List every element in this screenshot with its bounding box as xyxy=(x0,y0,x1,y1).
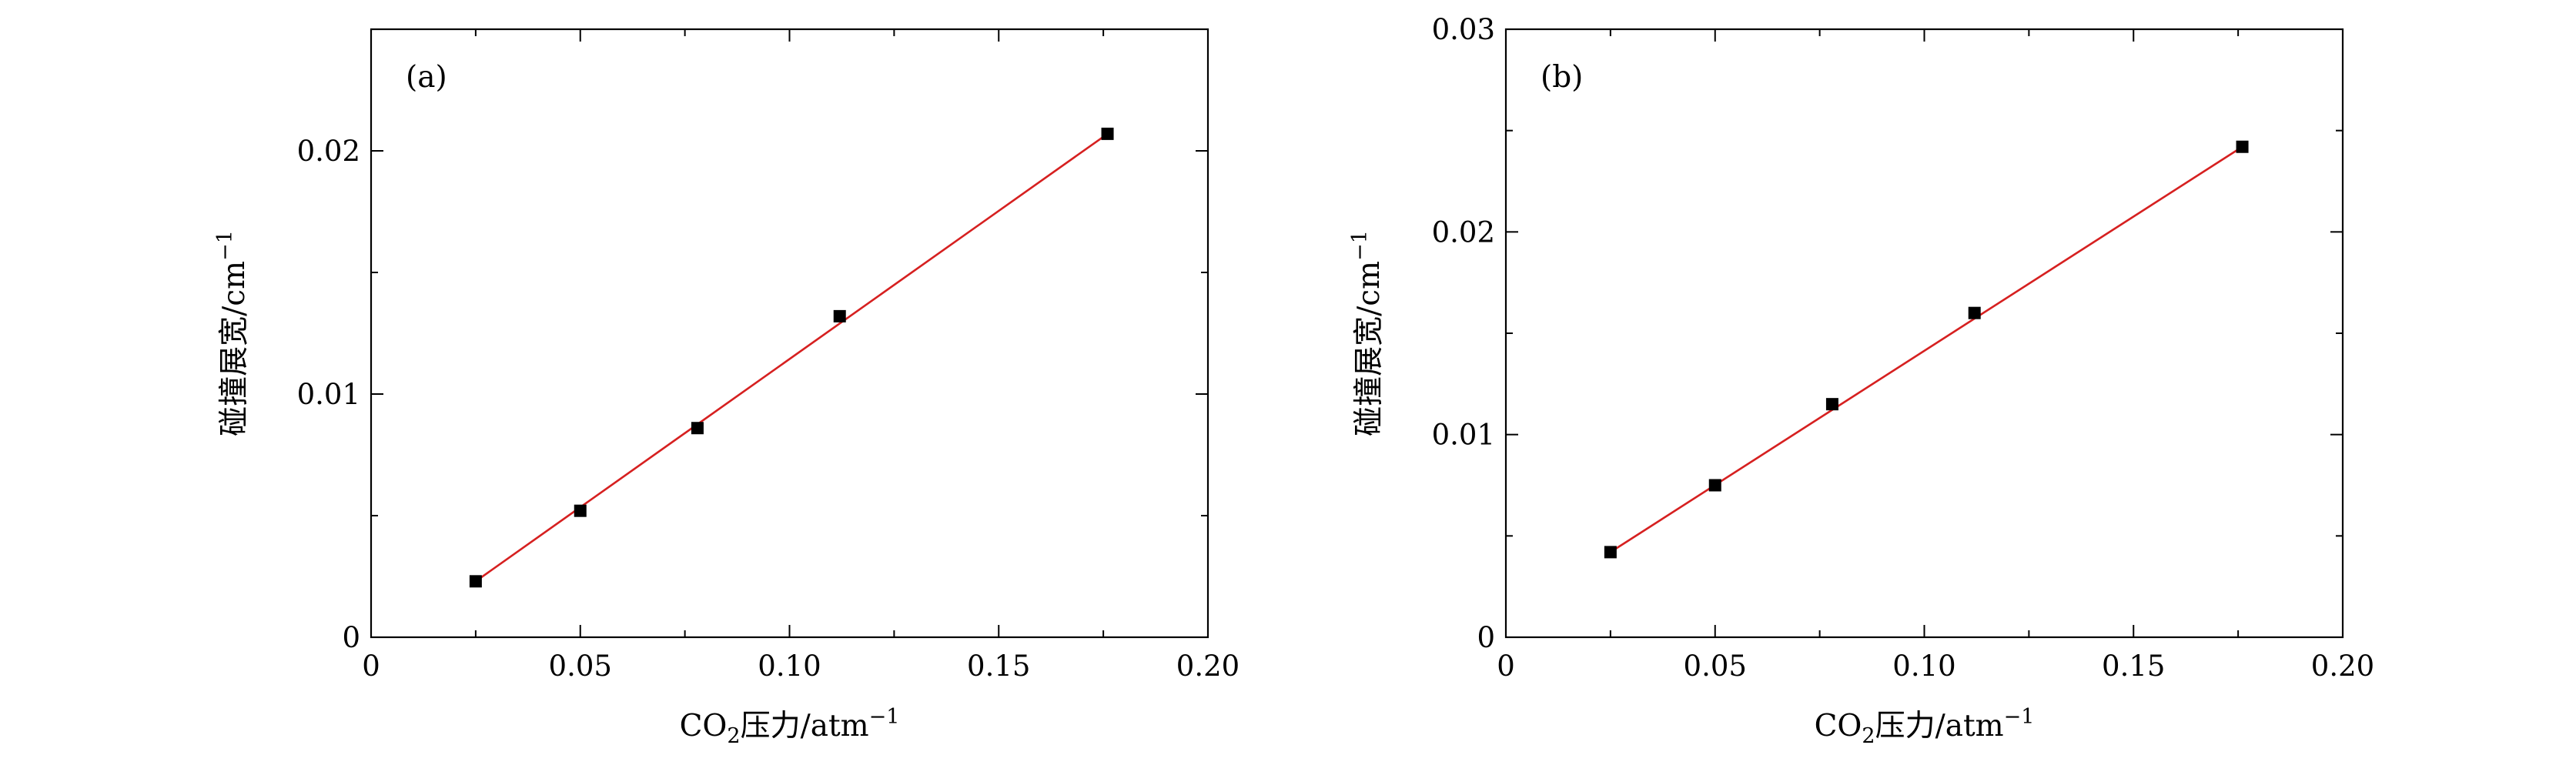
x-tick-label: 0.20 xyxy=(1176,650,1239,683)
panel-label: (a) xyxy=(406,60,447,95)
y-axis-title-text: 碰撞展宽/cm xyxy=(217,261,252,436)
fit-line xyxy=(1610,145,2243,553)
y-axis-title-superscript: −1 xyxy=(1348,230,1372,261)
data-point xyxy=(1708,479,1721,492)
y-axis-title: 碰撞展宽/cm−1 xyxy=(1348,230,1387,436)
x-axis-title-superscript: −1 xyxy=(2004,705,2035,729)
y-axis-title: 碰撞展宽/cm−1 xyxy=(213,230,252,436)
chart-panel-a: 0 0.05 0.10 0.15 0.2000.010.02(a)CO2压力/atm−1… xyxy=(213,28,1239,748)
data-point xyxy=(691,422,704,435)
x-axis-title-subscript: 2 xyxy=(1862,724,1875,748)
x-axis-title: CO2压力/atm−1 xyxy=(680,705,900,748)
chart-panel-b: 0 0.05 0.10 0.15 0.20 0 0.01 0.02 0.03 (b) CO2压力/a… xyxy=(1348,13,2374,748)
y-axis-title-superscript: −1 xyxy=(213,230,237,261)
x-tick-label: 0.20 xyxy=(2311,650,2374,683)
x-axis-title-superscript: −1 xyxy=(869,705,900,729)
data-point xyxy=(1968,306,1981,319)
x-tick-label: 0.15 xyxy=(2102,650,2165,683)
y-axis-title-text: 碰撞展宽/cm xyxy=(1352,261,1387,436)
x-tick-label: 0.15 xyxy=(967,650,1030,683)
panel-label: (b) xyxy=(1541,60,1583,95)
x-tick-label: 0.05 xyxy=(549,650,612,683)
data-point xyxy=(1101,127,1114,140)
x-tick-label: 0 xyxy=(1497,650,1515,683)
x-axis-title: CO2压力/atm−1 xyxy=(1815,705,2035,748)
y-tick-label: 0.02 xyxy=(1432,215,1495,249)
x-axis-title-rest: 压力/atm xyxy=(741,709,869,743)
y-tick-label: 0 xyxy=(1477,621,1495,654)
x-tick-label: 0.10 xyxy=(758,650,821,683)
data-point xyxy=(574,504,587,517)
x-axis-title-subscript: 2 xyxy=(727,724,740,748)
x-axis-title-prefix: CO xyxy=(680,709,728,743)
x-axis-title-rest: 压力/atm xyxy=(1875,709,2004,743)
x-tick-label: 0.10 xyxy=(1892,650,1955,683)
plot-frame xyxy=(370,28,1209,639)
data-point xyxy=(1825,398,1838,411)
y-tick-label: 0.01 xyxy=(297,378,360,411)
y-tick-label: 0.03 xyxy=(1432,13,1495,46)
y-tick-label: 0.01 xyxy=(1432,419,1495,452)
y-tick-label: 0 xyxy=(342,621,360,654)
y-tick-label: 0.02 xyxy=(297,135,360,168)
data-point xyxy=(833,309,846,322)
x-tick-label: 0 xyxy=(362,650,380,683)
fit-line xyxy=(475,132,1109,583)
data-point xyxy=(469,575,482,588)
data-point xyxy=(2236,140,2249,153)
plot-frame xyxy=(1504,28,2344,639)
data-point xyxy=(1604,546,1617,559)
x-tick-label: 0.05 xyxy=(1684,650,1747,683)
x-axis-title-prefix: CO xyxy=(1815,709,1862,743)
